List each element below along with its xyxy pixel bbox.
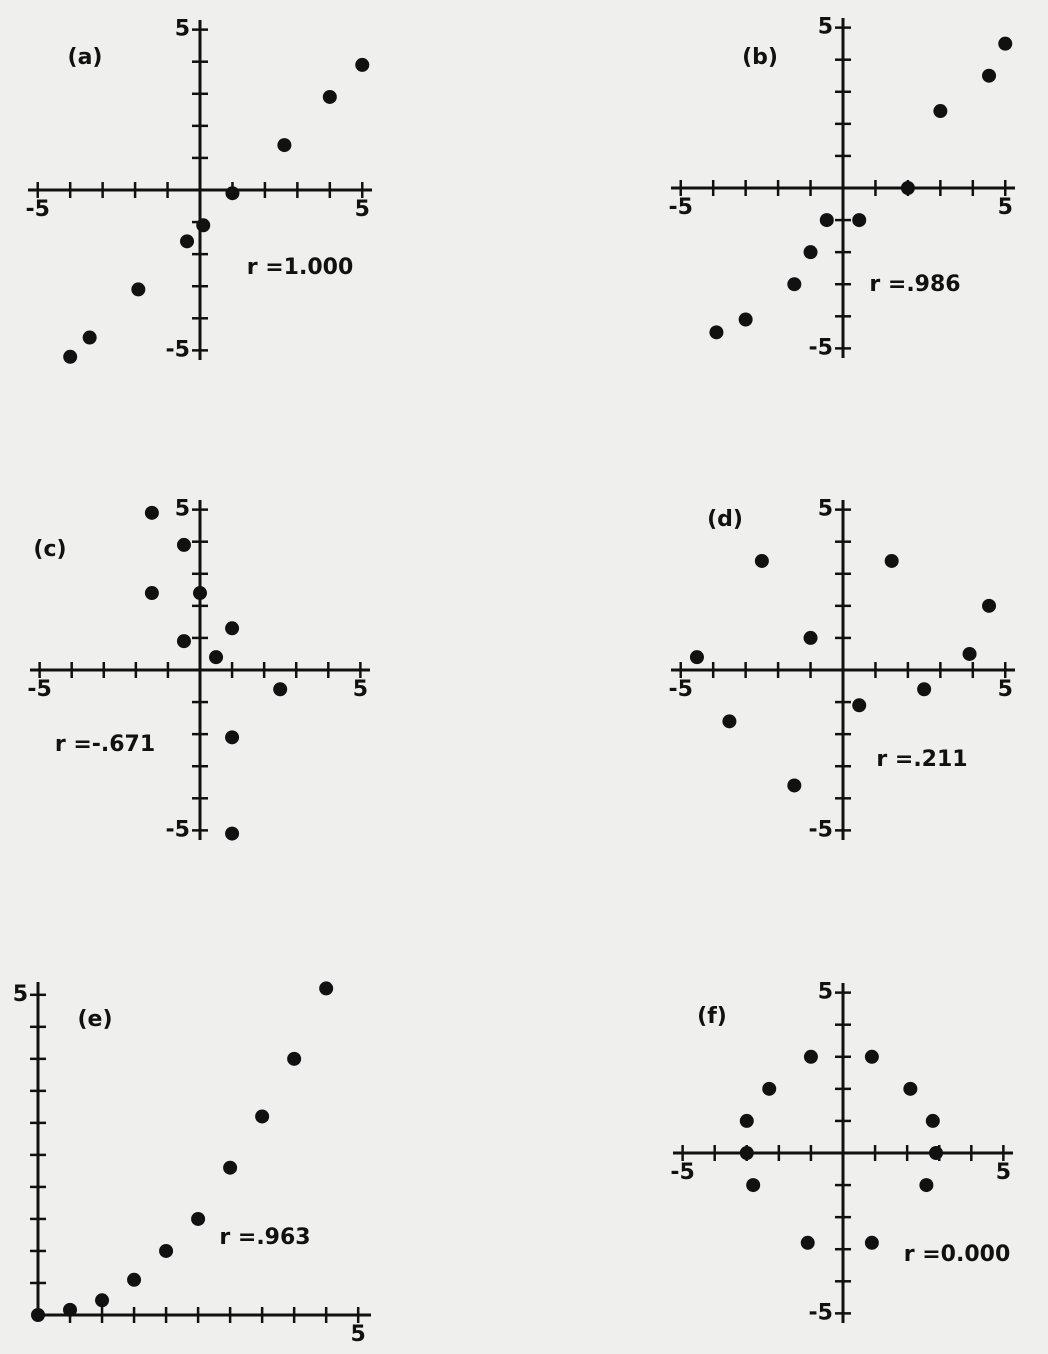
point: [787, 277, 802, 292]
point: [225, 186, 240, 201]
point: [273, 682, 288, 697]
point: [287, 1051, 302, 1066]
point: [180, 234, 195, 249]
x-tick-label: 5: [351, 1322, 366, 1347]
point: [852, 213, 867, 228]
point: [95, 1293, 110, 1308]
point: [982, 598, 997, 613]
point: [191, 1211, 206, 1226]
y-tick-label: -5: [809, 817, 833, 842]
point: [982, 68, 997, 83]
x-tick-label: -5: [27, 677, 51, 702]
point: [159, 1243, 174, 1258]
point: [709, 325, 724, 340]
point: [852, 698, 867, 713]
x-tick-label: 5: [353, 677, 368, 702]
point: [929, 1146, 944, 1160]
x-tick-label: 5: [998, 195, 1013, 220]
point: [884, 553, 899, 568]
point: [864, 1235, 879, 1250]
panel-label: (c): [33, 537, 66, 562]
point: [762, 1081, 777, 1096]
point: [131, 282, 146, 297]
point: [933, 104, 948, 119]
y-tick-label: 5: [818, 980, 833, 1005]
y-tick-label: 5: [818, 15, 833, 40]
point: [322, 89, 337, 104]
x-tick-label: -5: [26, 197, 50, 222]
x-tick-label: 5: [998, 677, 1013, 702]
point: [722, 714, 737, 729]
point: [819, 213, 834, 228]
x-tick-label: -5: [670, 1160, 694, 1185]
correlation-label: r =.986: [869, 272, 960, 297]
point: [319, 981, 334, 996]
point: [196, 218, 211, 233]
point: [193, 586, 207, 601]
x-tick-label: -5: [669, 677, 693, 702]
point: [746, 1178, 761, 1193]
x-tick-label: 5: [996, 1160, 1011, 1185]
point: [739, 1146, 754, 1160]
y-tick-label: 5: [175, 497, 190, 522]
point: [903, 1081, 918, 1096]
y-tick-label: -5: [809, 335, 833, 360]
point: [82, 330, 97, 345]
correlation-label: r =1.000: [247, 255, 354, 280]
point: [738, 312, 753, 327]
point: [176, 634, 191, 649]
correlation-label: r =0.000: [904, 1242, 1011, 1267]
point: [800, 1235, 815, 1250]
point: [144, 505, 159, 520]
y-tick-label: 5: [175, 17, 190, 42]
y-tick-label: 5: [13, 982, 28, 1007]
point: [225, 826, 240, 841]
panel-label: (a): [68, 45, 103, 70]
point: [144, 586, 159, 601]
point: [176, 537, 191, 552]
point: [225, 621, 240, 636]
point: [917, 682, 932, 697]
point: [127, 1272, 142, 1287]
y-tick-label: 5: [818, 497, 833, 522]
panel-label: (b): [742, 45, 778, 70]
point: [803, 630, 818, 645]
point: [900, 181, 915, 195]
correlation-label: r =-.671: [55, 732, 155, 757]
point: [223, 1160, 238, 1175]
panel-label: (f): [697, 1004, 727, 1029]
y-tick-label: -5: [166, 817, 190, 842]
y-tick-label: -5: [166, 337, 190, 362]
point: [962, 646, 977, 661]
point: [787, 778, 802, 793]
y-tick-label: -5: [809, 1300, 833, 1325]
point: [225, 730, 240, 745]
point: [998, 36, 1013, 51]
point: [63, 1302, 78, 1317]
x-tick-label: 5: [355, 197, 370, 222]
point: [864, 1049, 879, 1064]
correlation-label: r =.211: [876, 747, 967, 772]
correlation-label: r =.963: [219, 1225, 310, 1250]
point: [919, 1178, 934, 1193]
point: [803, 1049, 818, 1064]
point: [689, 650, 704, 665]
panel-label: (d): [707, 507, 743, 532]
point: [255, 1109, 270, 1124]
point: [63, 349, 78, 364]
x-tick-label: -5: [669, 195, 693, 220]
point: [754, 553, 769, 568]
point: [739, 1113, 754, 1128]
point: [803, 245, 818, 260]
point: [31, 1308, 45, 1322]
panel-label: (e): [77, 1007, 112, 1032]
point: [925, 1113, 940, 1128]
point: [277, 138, 292, 153]
point: [209, 650, 224, 665]
point: [355, 57, 370, 72]
